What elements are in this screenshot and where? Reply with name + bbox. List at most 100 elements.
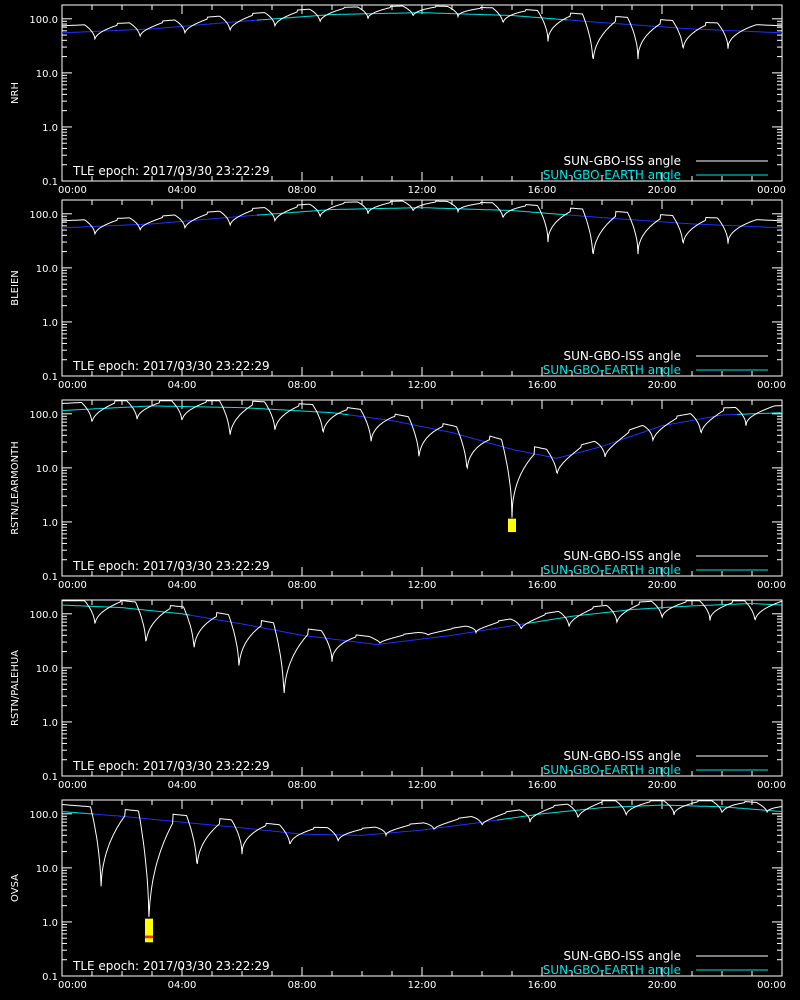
x-tick-label: 00:00 [58, 980, 87, 991]
y-tick-label: 100.0 [29, 410, 58, 421]
x-tick-label: 16:00 [528, 980, 557, 991]
x-tick-label: 16:00 [528, 580, 557, 591]
epoch-label: TLE epoch: 2017/03/30 23:22:29 [72, 759, 270, 773]
series-iss-angle [62, 200, 782, 255]
y-tick-label: 10.0 [36, 664, 58, 675]
x-tick-label: 20:00 [648, 185, 677, 196]
x-tick-label: 12:00 [408, 380, 437, 391]
series-iss-angle [62, 600, 783, 693]
x-tick-label: 08:00 [288, 185, 317, 196]
y-tick-label: 0.1 [42, 572, 58, 583]
legend-label: SUN-GBO-EARTH angle [543, 763, 681, 777]
y-axis-label: RSTN/LEARMONTH [10, 441, 21, 535]
series-earth-angle [737, 412, 782, 415]
series-iss-angle [61, 800, 782, 917]
y-tick-label: 1.0 [42, 318, 58, 329]
legend-label: SUN-GBO-EARTH angle [543, 168, 681, 182]
legend-label: SUN-GBO-ISS angle [564, 749, 681, 763]
y-axis-label: BLEIEN [10, 270, 21, 306]
y-tick-label: 100.0 [29, 15, 58, 26]
series-earth-angle [526, 602, 783, 624]
series-earth-angle [62, 19, 258, 34]
x-tick-label: 16:00 [528, 380, 557, 391]
y-tick-label: 1.0 [42, 518, 58, 529]
legend-label: SUN-GBO-ISS angle [564, 154, 681, 168]
x-tick-label: 12:00 [408, 580, 437, 591]
x-tick-label: 20:00 [648, 780, 677, 791]
series-earth-angle [93, 813, 498, 836]
x-tick-label: 04:00 [168, 185, 197, 196]
series-iss-angle [61, 400, 782, 518]
y-tick-label: 1.0 [42, 123, 58, 134]
series-earth-angle [61, 405, 349, 416]
y-tick-label: 1.0 [42, 918, 58, 929]
x-tick-label: 00:00 [757, 580, 786, 591]
y-tick-label: 100.0 [29, 210, 58, 221]
x-tick-label: 12:00 [408, 780, 437, 791]
series-earth-angle [496, 804, 783, 821]
y-tick-label: 10.0 [36, 264, 58, 275]
series-iss-angle [62, 5, 782, 60]
x-tick-label: 00:00 [58, 580, 87, 591]
x-tick-label: 04:00 [168, 580, 197, 591]
series-earth-angle [567, 19, 782, 34]
x-tick-label: 12:00 [408, 980, 437, 991]
transit-marker [145, 918, 153, 943]
y-axis-label: OVSA [10, 874, 21, 902]
x-tick-label: 12:00 [408, 185, 437, 196]
x-tick-label: 00:00 [757, 380, 786, 391]
x-tick-label: 08:00 [288, 780, 317, 791]
series-earth-angle [61, 811, 94, 815]
epoch-label: TLE epoch: 2017/03/30 23:22:29 [72, 359, 270, 373]
transit-marker [508, 518, 516, 533]
x-tick-label: 08:00 [288, 580, 317, 591]
panel-rstn-palehua: 0.1 1.0 10.0 100.0 00:00 04:00 08:00 12:00 16:00… [10, 599, 786, 791]
x-tick-label: 16:00 [528, 780, 557, 791]
series-earth-angle [62, 604, 190, 616]
series-earth-angle [348, 413, 738, 459]
y-tick-label: 0.1 [42, 372, 58, 383]
x-tick-label: 00:00 [757, 980, 786, 991]
y-tick-label: 10.0 [36, 864, 58, 875]
panel-ovsa: 0.1 1.0 10.0 100.0 00:00 04:00 08:00 12:00 16:00… [10, 799, 786, 991]
y-axis-label: NRH [10, 82, 21, 104]
x-tick-label: 08:00 [288, 980, 317, 991]
y-tick-label: 100.0 [29, 810, 58, 821]
series-earth-angle [189, 614, 528, 646]
legend-label: SUN-GBO-ISS angle [564, 949, 681, 963]
panel-bleien: 0.1 1.0 10.0 100.0 00:00 04:00 08:00 12:00 16:00… [10, 199, 786, 391]
x-tick-label: 00:00 [58, 780, 87, 791]
y-tick-label: 10.0 [36, 464, 58, 475]
y-tick-label: 0.1 [42, 772, 58, 783]
x-tick-label: 04:00 [168, 980, 197, 991]
legend-label: SUN-GBO-EARTH angle [543, 963, 681, 977]
x-tick-label: 00:00 [58, 380, 87, 391]
x-tick-label: 08:00 [288, 380, 317, 391]
x-tick-label: 00:00 [757, 780, 786, 791]
x-tick-label: 00:00 [58, 185, 87, 196]
x-tick-label: 20:00 [648, 980, 677, 991]
x-tick-label: 04:00 [168, 780, 197, 791]
chart-panels: 0.1 1.0 10.0 100.0 00:00 04:00 08:00 12:00 16:00… [10, 4, 786, 991]
epoch-label: TLE epoch: 2017/03/30 23:22:29 [72, 959, 270, 973]
legend-label: SUN-GBO-EARTH angle [543, 563, 681, 577]
series-earth-angle [567, 214, 782, 229]
y-axis-label: RSTN/PALEHUA [10, 650, 21, 726]
y-tick-label: 10.0 [36, 69, 58, 80]
legend-label: SUN-GBO-ISS angle [564, 549, 681, 563]
y-tick-label: 100.0 [29, 610, 58, 621]
legend-label: SUN-GBO-ISS angle [564, 349, 681, 363]
y-tick-label: 0.1 [42, 972, 58, 983]
y-tick-label: 1.0 [42, 718, 58, 729]
series-earth-angle [62, 214, 258, 229]
x-tick-label: 16:00 [528, 185, 557, 196]
panel-nrh: 0.1 1.0 10.0 100.0 00:00 04:00 08:00 12:00 16:00… [10, 4, 786, 196]
legend-label: SUN-GBO-EARTH angle [543, 363, 681, 377]
epoch-label: TLE epoch: 2017/03/30 23:22:29 [72, 164, 270, 178]
x-tick-label: 20:00 [648, 380, 677, 391]
transit-marker-core [145, 935, 153, 939]
x-tick-label: 20:00 [648, 580, 677, 591]
y-tick-label: 0.1 [42, 177, 58, 188]
x-tick-label: 00:00 [757, 185, 786, 196]
